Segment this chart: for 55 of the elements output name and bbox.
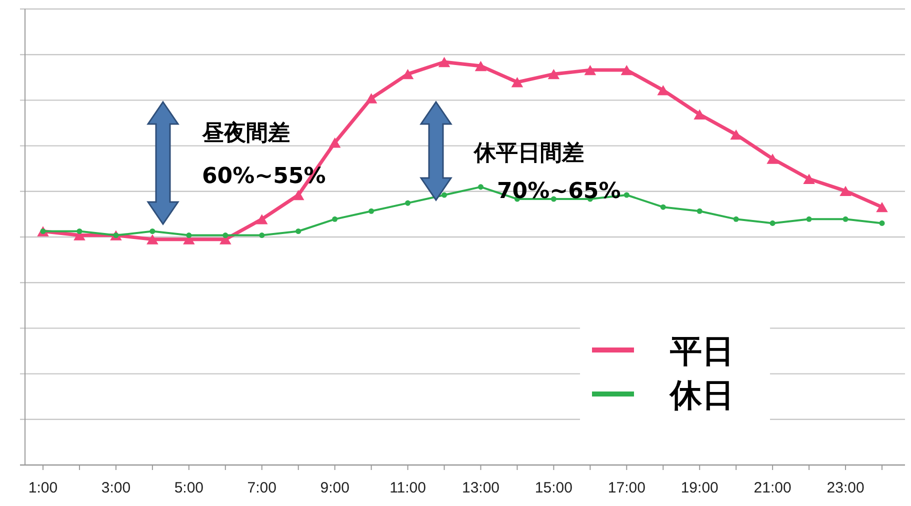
x-tick-label: 3:00 (101, 480, 131, 496)
point (511, 77, 524, 88)
legend-label: 休日 (669, 376, 734, 414)
point (402, 68, 414, 80)
point (146, 234, 158, 244)
point (879, 220, 885, 226)
point (296, 228, 302, 234)
point (368, 208, 374, 214)
annotation: 昼夜間差 (201, 120, 290, 146)
point (660, 204, 666, 210)
point (438, 56, 450, 68)
point (474, 60, 487, 72)
annotation: 休平日間差 (473, 141, 584, 166)
x-tick-label: 13:00 (462, 480, 500, 496)
point (766, 154, 778, 164)
point (620, 64, 633, 76)
point (186, 232, 192, 238)
point (405, 200, 411, 206)
point (770, 220, 776, 226)
point (150, 228, 156, 234)
x-tick-label: 19:00 (680, 480, 718, 496)
x-tick-label: 1:00 (28, 480, 58, 496)
point (840, 186, 852, 196)
point (657, 85, 670, 96)
point (842, 216, 848, 222)
point (624, 192, 630, 198)
x-tick-label: 17:00 (608, 480, 646, 496)
point (696, 208, 702, 214)
x-tick-label: 15:00 (534, 480, 572, 496)
point (478, 184, 484, 190)
point (328, 138, 341, 148)
x-tick-label: 23:00 (826, 480, 864, 496)
point (441, 192, 448, 198)
point (256, 214, 268, 224)
point (584, 64, 596, 76)
point (332, 216, 338, 222)
x-tick-label: 11:00 (390, 480, 426, 496)
point (259, 232, 265, 238)
point (803, 174, 815, 184)
x-tick-label: 9:00 (320, 480, 350, 496)
point (876, 202, 888, 212)
point (694, 109, 706, 120)
x-tick-label: 5:00 (174, 480, 204, 496)
point (292, 190, 304, 200)
legend-label: 平日 (669, 332, 734, 370)
point (76, 228, 82, 234)
point (733, 216, 739, 222)
point (730, 129, 742, 140)
x-tick-label: 7:00 (247, 480, 276, 496)
point (222, 232, 228, 238)
point (806, 216, 812, 222)
annotation: 70%~65% (497, 179, 621, 204)
point (365, 93, 378, 104)
point (548, 68, 560, 80)
x-tick-label: 21:00 (754, 480, 792, 496)
